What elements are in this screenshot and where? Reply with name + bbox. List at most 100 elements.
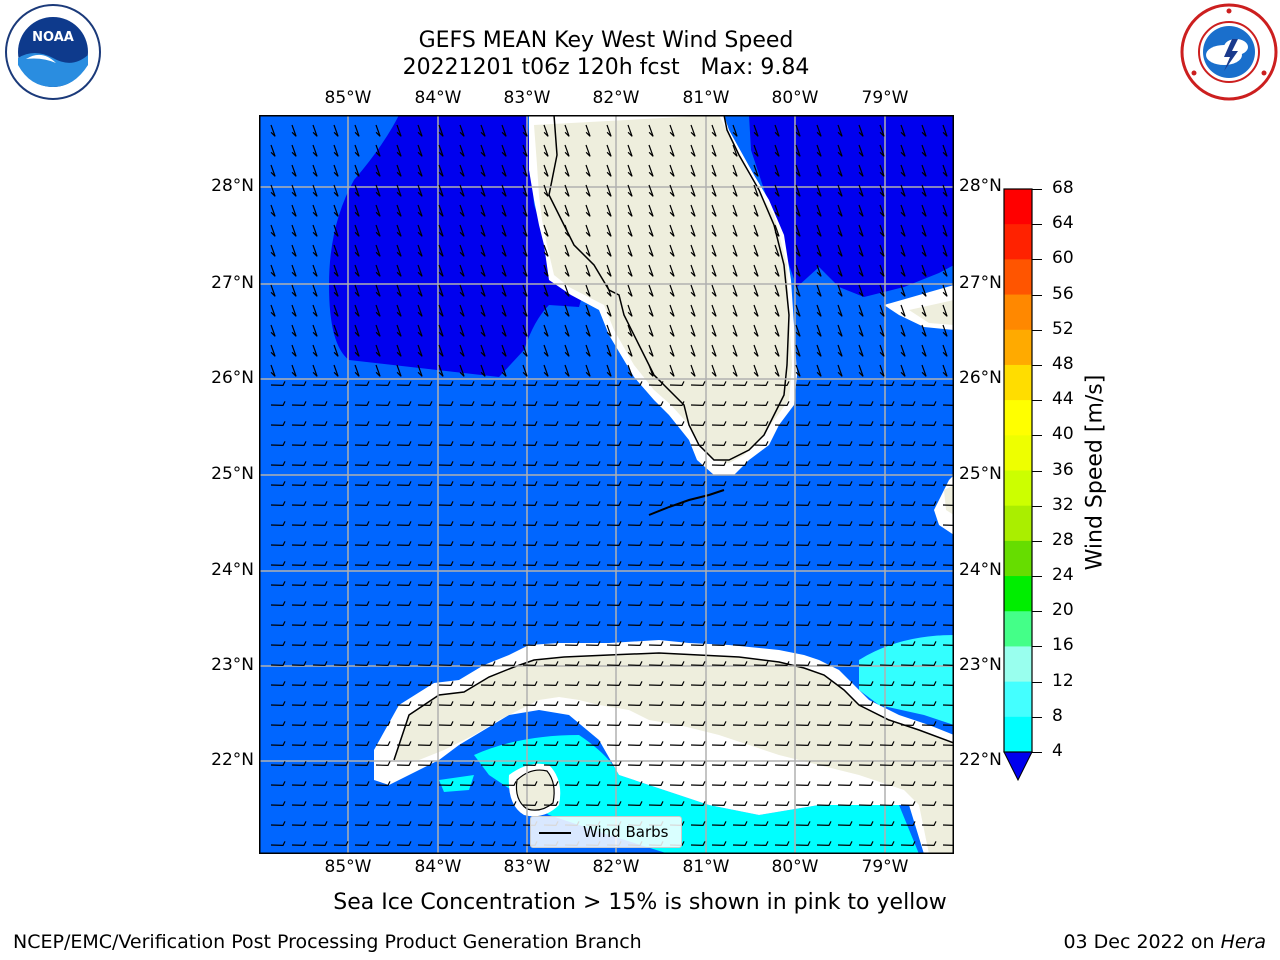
wind-barb: [438, 401, 454, 407]
wind-barb: [354, 224, 360, 237]
wind-barb: [522, 601, 538, 607]
wind-barb: [795, 661, 811, 667]
wind-barb: [627, 461, 643, 467]
wind-barb: [291, 224, 297, 237]
wind-barb: [669, 304, 675, 317]
wind-barb: [585, 741, 601, 747]
wind-barb: [438, 561, 454, 567]
colorbar-cell: [1004, 646, 1032, 683]
wind-barb: [711, 244, 717, 257]
wind-barb: [732, 541, 748, 547]
wind-barb: [690, 541, 706, 547]
wind-barb: [312, 204, 318, 217]
lon-tick-bottom: 80°W: [771, 857, 819, 877]
wind-barb: [627, 244, 633, 257]
wind-barb: [564, 401, 580, 407]
wind-barb: [522, 284, 528, 297]
wind-barb: [501, 841, 517, 847]
wind-barb: [354, 761, 370, 767]
wind-barb: [858, 381, 874, 387]
wind-barb: [732, 481, 748, 487]
wind-barb: [669, 344, 675, 357]
colorbar-tick-label: 48: [1052, 353, 1074, 374]
wind-barb: [417, 621, 433, 627]
wind-barb: [648, 721, 664, 727]
wind-barb: [564, 681, 580, 687]
wind-barb: [648, 364, 654, 377]
wind-barb: [900, 381, 916, 387]
wind-barb: [837, 621, 853, 627]
wind-barb: [942, 424, 954, 426]
wind-barb: [690, 721, 706, 727]
wind-barb: [732, 144, 738, 157]
wind-barb: [333, 561, 349, 567]
wind-barb: [753, 521, 769, 527]
wind-barb: [396, 821, 412, 827]
footer-date: 03 Dec 2022 on: [1063, 931, 1221, 953]
map-legend: Wind Barbs: [530, 816, 682, 848]
wind-barb: [627, 401, 643, 407]
wind-barb: [942, 184, 948, 197]
wind-barb: [270, 581, 286, 587]
wind-barb: [690, 381, 706, 387]
wind-barb: [417, 441, 433, 447]
wind-barb: [312, 441, 328, 447]
wind-barb: [270, 541, 286, 547]
wind-barb: [291, 841, 307, 847]
colorbar-cell: [1004, 294, 1032, 331]
wind-barb: [732, 441, 748, 447]
wind-barb: [627, 304, 633, 317]
wind-barb: [816, 721, 832, 727]
wind-barb: [858, 441, 874, 447]
wind-barb: [795, 304, 801, 317]
wind-barb: [669, 781, 685, 787]
wind-barb: [585, 601, 601, 607]
wind-barb: [522, 661, 538, 667]
isla-juventud: [515, 769, 555, 811]
wind-barb: [900, 781, 916, 787]
wind-barb: [543, 244, 549, 257]
colorbar-tick-label: 52: [1052, 318, 1074, 339]
wind-barb: [753, 721, 769, 727]
wind-barb: [606, 741, 622, 747]
wind-barb: [627, 284, 633, 297]
wind-barb: [837, 381, 853, 387]
colorbar-cell: [1004, 189, 1032, 225]
wind-barb: [795, 124, 801, 137]
wind-barb: [942, 824, 954, 826]
wind-barb: [774, 681, 790, 687]
wind-barb: [333, 144, 339, 157]
wind-barb: [396, 264, 402, 277]
wind-barb: [501, 461, 517, 467]
wind-barb: [627, 421, 643, 427]
wind-barb: [333, 661, 349, 667]
wind-barb: [900, 801, 916, 807]
wind-barb: [333, 841, 349, 847]
wind-barb: [837, 224, 843, 237]
wind-barb: [480, 541, 496, 547]
wind-barb: [732, 224, 738, 237]
wind-barb: [312, 481, 328, 487]
wind-barb: [396, 304, 402, 317]
wind-barb: [270, 501, 286, 507]
wind-barb: [753, 304, 759, 317]
wind-barb: [732, 621, 748, 627]
wind-barb: [417, 821, 433, 827]
wind-barb: [753, 441, 769, 447]
wind-barb: [270, 701, 286, 707]
wind-barb: [564, 381, 580, 387]
wind-barb: [690, 581, 706, 587]
colorbar-cell: [1004, 681, 1032, 718]
wind-barb: [732, 701, 748, 707]
wind-barb: [354, 344, 360, 357]
wind-barb: [942, 264, 948, 277]
wind-barb: [522, 801, 538, 807]
wind-barb: [312, 124, 318, 137]
wind-barb: [858, 421, 874, 427]
wind-barb: [354, 264, 360, 277]
wind-barb: [375, 264, 381, 277]
wind-barb: [270, 741, 286, 747]
wind-barb: [879, 124, 885, 137]
wind-barb: [438, 581, 454, 587]
wind-barb: [291, 761, 307, 767]
